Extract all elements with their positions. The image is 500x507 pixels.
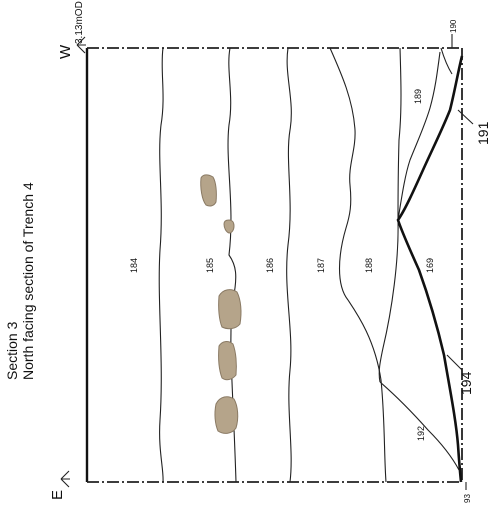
west-datum-marker xyxy=(76,36,86,54)
context-label-93: 93 xyxy=(463,494,472,503)
context-label-184: 184 xyxy=(129,258,139,273)
boundary-190-lens xyxy=(440,47,453,75)
datum-level-label: 3.13mOD xyxy=(74,1,85,44)
stone-group xyxy=(200,174,242,434)
leader-191 xyxy=(457,109,474,125)
boundary-188-189 xyxy=(378,47,402,383)
east-datum-marker xyxy=(60,470,70,488)
stone-2 xyxy=(223,219,235,234)
context-label-186: 186 xyxy=(265,258,275,273)
boundary-186-187 xyxy=(286,47,292,483)
boundary-192-upper xyxy=(379,381,460,471)
direction-west-label: W xyxy=(57,44,74,59)
context-label-189: 189 xyxy=(413,89,423,104)
context-label-169: 169 xyxy=(425,258,435,273)
stone-1 xyxy=(200,174,217,207)
context-label-192: 192 xyxy=(416,426,426,441)
context-label-187: 187 xyxy=(316,258,326,273)
context-label-188: 188 xyxy=(364,258,374,273)
context-label-194: 194 xyxy=(458,371,474,395)
boundary-189-lower xyxy=(397,51,441,221)
context-label-191: 191 xyxy=(475,121,491,145)
boundary-184-185 xyxy=(158,47,164,483)
direction-east-label: E xyxy=(49,490,66,500)
stone-5 xyxy=(214,396,239,434)
section-title: Section 3 xyxy=(4,321,20,380)
context-label-185: 185 xyxy=(205,258,215,273)
section-subtitle: North facing section of Trench 4 xyxy=(20,182,36,380)
leader-194 xyxy=(446,354,463,371)
title-block: Section 3 North facing section of Trench… xyxy=(4,182,36,380)
cut-line xyxy=(396,55,464,483)
stone-4 xyxy=(218,341,237,381)
boundary-187-188 xyxy=(329,47,387,483)
stone-3 xyxy=(218,289,242,330)
context-label-190: 190 xyxy=(449,19,458,33)
